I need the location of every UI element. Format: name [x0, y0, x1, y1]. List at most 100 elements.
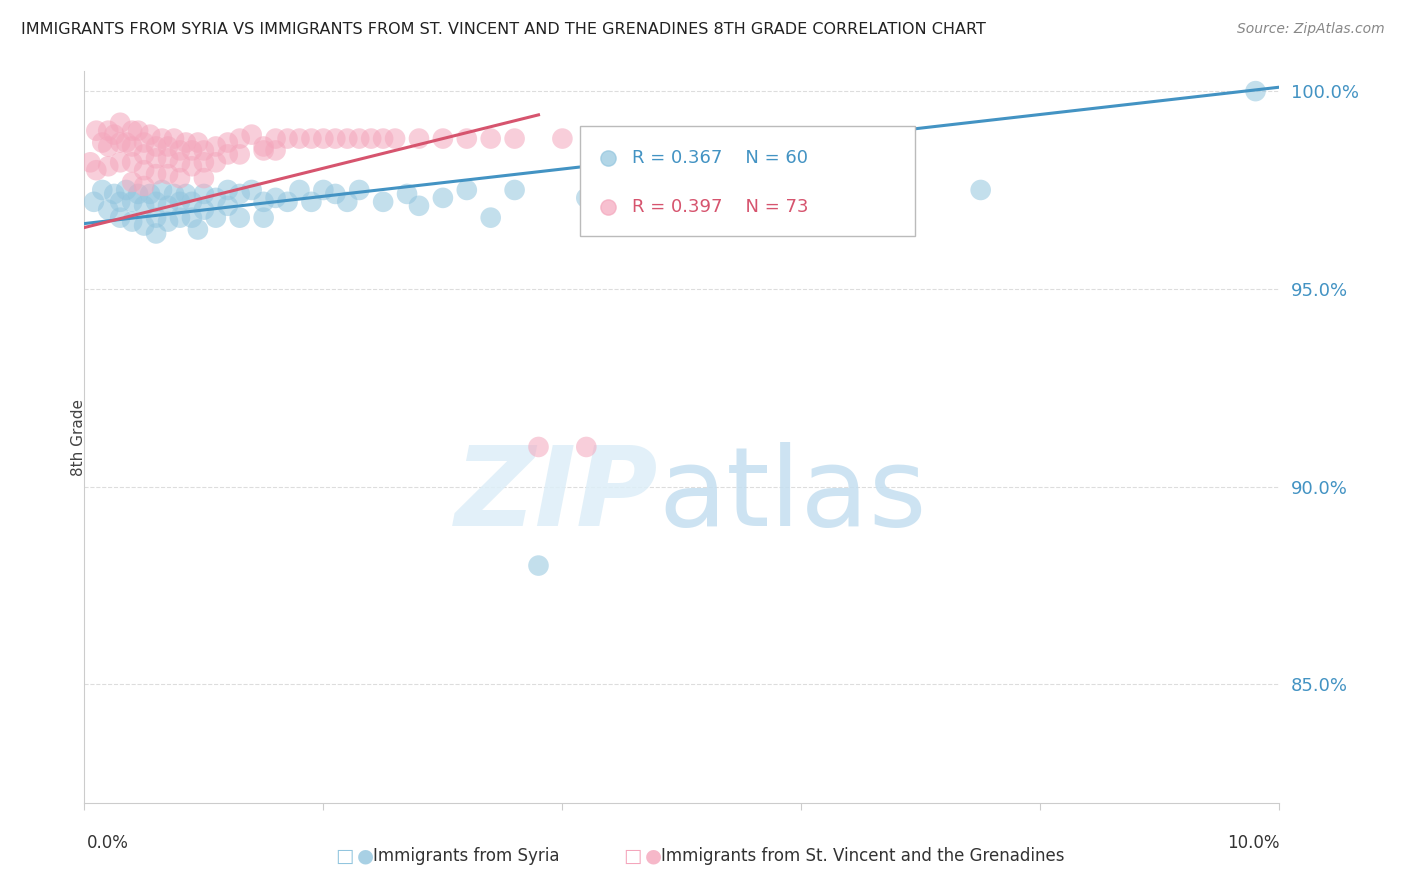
Point: [79, 155, 101, 169]
Point: [205, 155, 228, 169]
Point: [479, 131, 502, 145]
Point: [396, 186, 419, 201]
Point: [132, 136, 156, 150]
Point: [150, 183, 173, 197]
Point: [228, 186, 252, 201]
Point: [145, 194, 167, 209]
Point: [277, 194, 299, 209]
Point: [240, 183, 263, 197]
Point: [205, 191, 228, 205]
Point: [1244, 84, 1267, 98]
Point: [187, 222, 209, 236]
Point: [121, 139, 143, 153]
Text: Immigrants from St. Vincent and the Grenadines: Immigrants from St. Vincent and the Gren…: [661, 847, 1064, 865]
Text: Immigrants from Syria: Immigrants from Syria: [373, 847, 560, 865]
Point: [264, 131, 287, 145]
Point: [193, 144, 215, 158]
Point: [323, 186, 347, 201]
Point: [301, 131, 323, 145]
Point: [180, 194, 204, 209]
Point: [323, 131, 347, 145]
Point: [253, 211, 276, 225]
Point: [575, 440, 598, 454]
Point: [277, 131, 299, 145]
Point: [312, 183, 335, 197]
Point: [157, 167, 180, 181]
Point: [132, 163, 156, 178]
Point: [121, 194, 143, 209]
Point: [97, 123, 120, 137]
Text: □: □: [335, 847, 354, 866]
Point: [139, 128, 162, 142]
Point: [103, 128, 125, 142]
Text: IMMIGRANTS FROM SYRIA VS IMMIGRANTS FROM ST. VINCENT AND THE GRENADINES 8TH GRAD: IMMIGRANTS FROM SYRIA VS IMMIGRANTS FROM…: [21, 22, 986, 37]
Point: [97, 202, 120, 217]
Point: [217, 183, 239, 197]
Text: R = 0.367    N = 60: R = 0.367 N = 60: [631, 149, 807, 167]
Point: [145, 227, 167, 241]
Point: [187, 136, 209, 150]
FancyBboxPatch shape: [581, 126, 915, 235]
Point: [132, 179, 156, 194]
Text: Source: ZipAtlas.com: Source: ZipAtlas.com: [1237, 22, 1385, 37]
Point: [121, 123, 143, 137]
Point: [97, 159, 120, 173]
Text: 10.0%: 10.0%: [1227, 834, 1279, 852]
Point: [121, 175, 143, 189]
Point: [228, 211, 252, 225]
Point: [479, 211, 502, 225]
Point: [253, 144, 276, 158]
Point: [97, 139, 120, 153]
Text: ●: ●: [645, 847, 662, 866]
Point: [217, 147, 239, 161]
Point: [301, 194, 323, 209]
Point: [432, 131, 454, 145]
Point: [157, 152, 180, 166]
Point: [86, 123, 108, 137]
Point: [127, 123, 149, 137]
Point: [150, 131, 173, 145]
Point: [217, 199, 239, 213]
Point: [228, 131, 252, 145]
Point: [145, 211, 167, 225]
Point: [349, 131, 371, 145]
Point: [115, 136, 138, 150]
Point: [217, 136, 239, 150]
Point: [264, 144, 287, 158]
Point: [83, 194, 105, 209]
Point: [169, 155, 191, 169]
Point: [110, 155, 132, 169]
Point: [288, 183, 311, 197]
Point: [527, 440, 550, 454]
Point: [551, 131, 574, 145]
Point: [145, 139, 167, 153]
Point: [456, 131, 478, 145]
Point: [312, 131, 335, 145]
Text: atlas: atlas: [658, 442, 927, 549]
Point: [240, 128, 263, 142]
Point: [132, 199, 156, 213]
Point: [169, 194, 191, 209]
Point: [610, 219, 633, 233]
Point: [575, 191, 598, 205]
Point: [193, 186, 215, 201]
Point: [110, 211, 132, 225]
Point: [86, 163, 108, 178]
Point: [180, 211, 204, 225]
Point: [205, 211, 228, 225]
Point: [647, 194, 669, 209]
Text: ●: ●: [357, 847, 374, 866]
Point: [145, 152, 167, 166]
Point: [132, 219, 156, 233]
Point: [349, 183, 371, 197]
Point: [527, 558, 550, 573]
Point: [145, 167, 167, 181]
Point: [205, 139, 228, 153]
Point: [790, 194, 813, 209]
Point: [456, 183, 478, 197]
Point: [127, 186, 149, 201]
Point: [91, 136, 114, 150]
Point: [360, 131, 382, 145]
Point: [503, 183, 526, 197]
Point: [731, 131, 754, 145]
